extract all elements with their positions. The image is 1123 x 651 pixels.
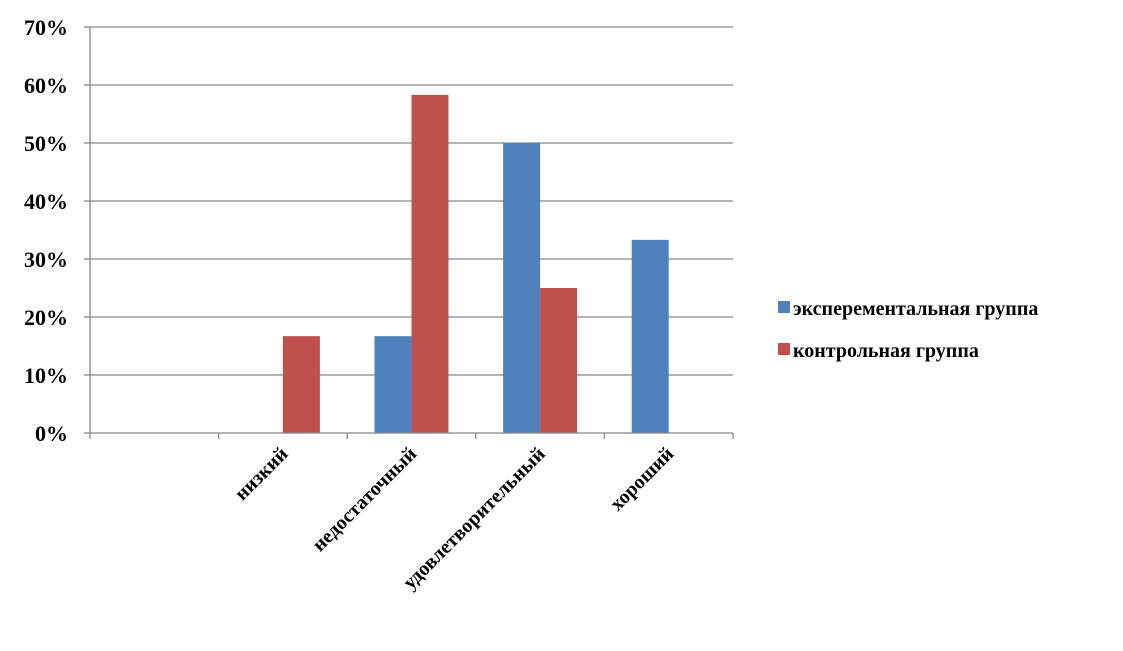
legend-swatch xyxy=(778,343,790,355)
x-tick-label: удовлетворительный xyxy=(399,443,550,594)
bars-group xyxy=(282,94,669,434)
bar xyxy=(503,143,541,433)
bar xyxy=(282,336,320,433)
legend-label: эксперементальная группа xyxy=(793,298,1038,320)
legend-swatch xyxy=(778,301,790,313)
y-tick-label: 30% xyxy=(24,247,68,272)
y-tick-label: 60% xyxy=(24,73,68,98)
x-tick-label: недостаточный xyxy=(308,443,421,556)
axes xyxy=(89,27,733,434)
y-tick-label: 50% xyxy=(24,131,68,156)
legend: эксперементальная группа контрольная груп… xyxy=(778,298,1038,362)
y-tick-label: 40% xyxy=(24,189,68,214)
x-tick-label: хороший xyxy=(606,443,678,515)
y-tick-label: 70% xyxy=(24,15,68,40)
bar xyxy=(411,94,449,434)
y-axis-ticks: 0% 10% 20% 30% 40% 50% 60% 70% xyxy=(24,15,90,446)
y-tick-label: 20% xyxy=(24,305,68,330)
bar xyxy=(374,336,412,433)
y-tick-label: 10% xyxy=(24,363,68,388)
y-tick-label: 0% xyxy=(35,421,68,446)
bar xyxy=(540,288,578,433)
bar xyxy=(631,239,669,433)
legend-label: контрольная группа xyxy=(793,340,979,362)
x-tick-label: низкий xyxy=(230,443,292,505)
